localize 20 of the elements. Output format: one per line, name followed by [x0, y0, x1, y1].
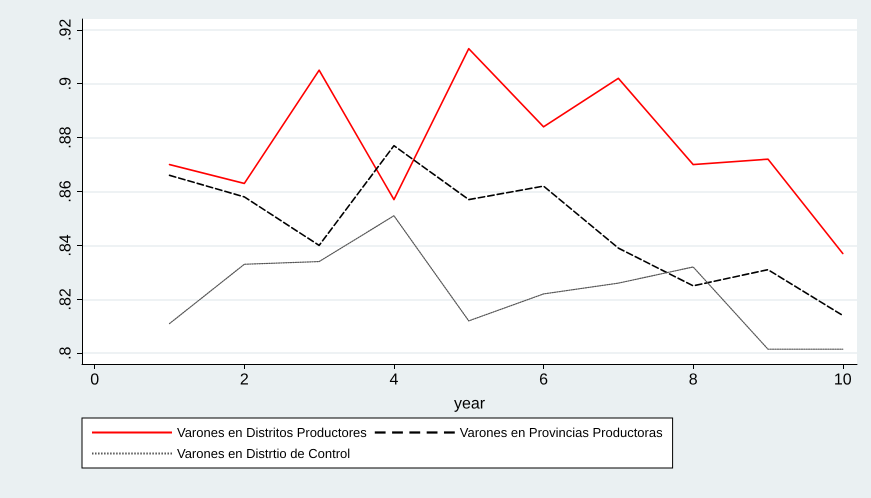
y-tick-label: .84 — [58, 234, 74, 257]
y-tick-label: .88 — [58, 126, 74, 149]
y-tick-label: .92 — [58, 18, 74, 41]
line-series — [168, 144, 844, 316]
legend-label: Varones en Distrtio de Control — [177, 446, 350, 461]
legend-label: Varones en Provincias Productoras — [460, 425, 664, 440]
x-tick-label: 10 — [834, 372, 852, 388]
x-tick-label: 6 — [539, 372, 548, 388]
y-tick-label: .8 — [58, 346, 74, 360]
x-tick-label: 8 — [688, 372, 698, 388]
x-axis-title: year — [454, 396, 486, 412]
line-series — [168, 48, 844, 254]
x-tick-label: 4 — [389, 372, 398, 388]
y-tick-label: .9 — [58, 76, 74, 90]
x-tick-label: 0 — [90, 372, 100, 388]
x-tick-label: 2 — [240, 372, 249, 388]
y-tick-label: .82 — [58, 288, 74, 310]
line-series — [168, 215, 844, 350]
legend-label: Varones en Distritos Productores — [177, 425, 368, 440]
y-tick-label: .86 — [58, 180, 74, 203]
